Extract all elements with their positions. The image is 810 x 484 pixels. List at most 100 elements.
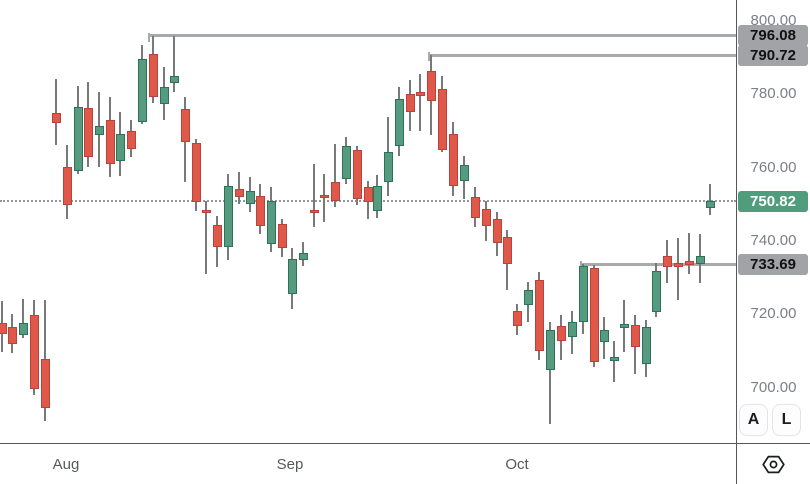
scale-buttons-group: A L xyxy=(739,404,801,436)
candle xyxy=(62,166,72,206)
candle xyxy=(29,315,39,389)
hexagon-circle-icon[interactable] xyxy=(761,454,786,475)
candle xyxy=(459,165,469,181)
time-axis[interactable]: Aug Sep Oct xyxy=(0,444,736,484)
auto-scale-button[interactable]: A xyxy=(739,404,768,436)
candle xyxy=(0,322,7,334)
price-level-label: 790.72 xyxy=(738,44,808,66)
candle-wick xyxy=(323,173,325,223)
candle-wick xyxy=(677,238,679,301)
candle xyxy=(662,256,672,267)
candle xyxy=(695,255,705,265)
candle-wick xyxy=(205,201,207,275)
candle xyxy=(298,253,308,260)
axis-corner xyxy=(737,444,810,484)
price-tick-label: 760.00 xyxy=(750,158,797,176)
candle xyxy=(567,322,577,338)
candle xyxy=(255,195,265,226)
price-tick-label: 780.00 xyxy=(750,85,797,103)
candle xyxy=(437,88,447,151)
price-axis-separator xyxy=(736,0,737,484)
candle-wick xyxy=(419,73,421,132)
candle xyxy=(673,263,683,268)
candle xyxy=(115,133,125,161)
candle xyxy=(319,194,329,198)
candle xyxy=(372,185,382,211)
candle xyxy=(7,327,17,344)
candle xyxy=(545,330,555,371)
candle xyxy=(73,107,83,171)
candle-wick xyxy=(55,78,57,146)
candle xyxy=(159,86,169,105)
candle xyxy=(287,258,297,294)
price-level-line xyxy=(429,53,736,57)
candle-wick xyxy=(313,164,315,228)
candle-wick xyxy=(709,183,711,216)
candle xyxy=(502,237,512,264)
log-scale-button[interactable]: L xyxy=(772,404,801,436)
candle-wick xyxy=(173,36,175,93)
candle xyxy=(619,324,629,329)
candle xyxy=(266,200,276,244)
candle-wick xyxy=(549,322,551,424)
candle xyxy=(415,92,425,97)
price-tick-label: 800.00 xyxy=(750,12,797,30)
candle xyxy=(630,324,640,348)
candle xyxy=(40,358,50,408)
price-tick-label: 740.00 xyxy=(750,231,797,249)
price-tick-label: 720.00 xyxy=(750,305,797,323)
candle xyxy=(94,125,104,136)
candle xyxy=(383,152,393,183)
candle-wick xyxy=(22,298,24,338)
time-axis-month-label: Aug xyxy=(52,456,80,473)
candle xyxy=(18,322,28,335)
time-axis-separator xyxy=(0,443,810,444)
candle-wick xyxy=(334,143,336,208)
candle-wick xyxy=(688,232,690,274)
candle xyxy=(223,186,233,248)
candle xyxy=(684,261,694,266)
candle xyxy=(578,265,588,323)
candle-wick xyxy=(613,340,615,383)
candle xyxy=(470,196,480,218)
price-axis[interactable]: A L 800.00 780.00 760.00 740.00 720.00 700.00… xyxy=(737,0,810,443)
candle xyxy=(363,187,373,203)
candle xyxy=(212,224,222,248)
candle xyxy=(481,208,491,226)
candle xyxy=(126,130,136,149)
price-level-label: 733.69 xyxy=(738,253,808,275)
price-level-line xyxy=(581,262,736,266)
candle xyxy=(341,146,351,179)
candle xyxy=(448,133,458,186)
chart-plot-area[interactable] xyxy=(0,0,736,443)
time-axis-month-label: Sep xyxy=(276,456,304,473)
candle xyxy=(234,188,244,198)
candle xyxy=(180,108,190,143)
candle xyxy=(512,310,522,326)
candle xyxy=(523,290,533,306)
candle xyxy=(705,201,715,208)
candle xyxy=(556,325,566,341)
current-price-label: 750.82 xyxy=(738,190,808,212)
candle xyxy=(148,54,158,97)
candle xyxy=(405,93,415,112)
candle xyxy=(589,268,599,363)
candle xyxy=(51,113,61,123)
price-level-line xyxy=(149,34,736,37)
candle xyxy=(352,150,362,199)
candle xyxy=(105,119,115,164)
candle xyxy=(641,327,651,364)
candle xyxy=(169,76,179,84)
candle xyxy=(137,58,147,123)
price-level-line-tick xyxy=(148,32,150,42)
candle xyxy=(394,98,404,146)
candle xyxy=(245,191,255,204)
candle xyxy=(609,356,619,361)
time-axis-month-label: Oct xyxy=(505,456,529,473)
candle xyxy=(277,224,287,249)
price-tick-label: 700.00 xyxy=(750,378,797,396)
candle xyxy=(426,70,436,101)
candle xyxy=(330,182,340,201)
candle xyxy=(309,209,319,213)
price-level-label: 796.08 xyxy=(738,25,808,46)
